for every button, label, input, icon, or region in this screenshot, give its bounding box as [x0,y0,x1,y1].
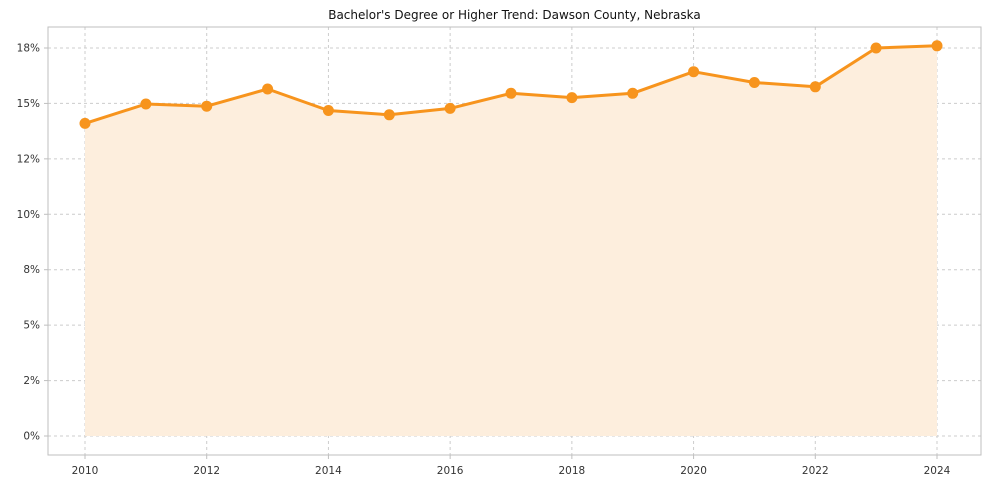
y-axis-tick-label: 2% [23,375,40,387]
data-point-2014 [322,105,334,116]
x-axis-tick-label: 2022 [802,465,829,477]
data-point-2016 [444,102,456,114]
y-axis-tick-label: 5% [23,320,40,332]
data-point-2020 [688,66,700,78]
data-point-2023 [870,42,882,54]
x-axis-tick-label: 2014 [315,465,342,477]
y-axis-tick-label: 15% [17,98,40,110]
x-axis-tick-label: 2016 [437,465,464,477]
y-axis-tick-label: 18% [17,43,40,55]
data-point-2024 [931,40,943,52]
chart-title: Bachelor's Degree or Higher Trend: Dawso… [328,8,701,22]
data-point-2022 [809,81,821,93]
data-point-2012 [201,100,213,112]
x-axis-tick-label: 2018 [558,465,585,477]
x-axis-tick-label: 2024 [924,465,951,477]
x-axis-tick-label: 2020 [680,465,707,477]
data-point-2019 [627,87,639,99]
y-axis-tick-label: 8% [23,264,40,276]
data-point-2021 [748,77,760,88]
data-point-2018 [566,92,578,104]
x-axis-tick-label: 2010 [72,465,99,477]
y-axis-tick-label: 0% [23,431,40,443]
y-axis-tick-label: 12% [17,153,40,165]
data-point-2010 [79,117,91,129]
area-fill [85,45,937,437]
data-point-2013 [262,83,274,95]
y-axis-tick-label: 10% [17,209,40,221]
data-point-2017 [505,87,517,99]
x-axis-tick-label: 2012 [193,465,220,477]
data-point-2011 [140,98,152,110]
plot-border [47,26,982,456]
data-point-2015 [383,109,395,121]
